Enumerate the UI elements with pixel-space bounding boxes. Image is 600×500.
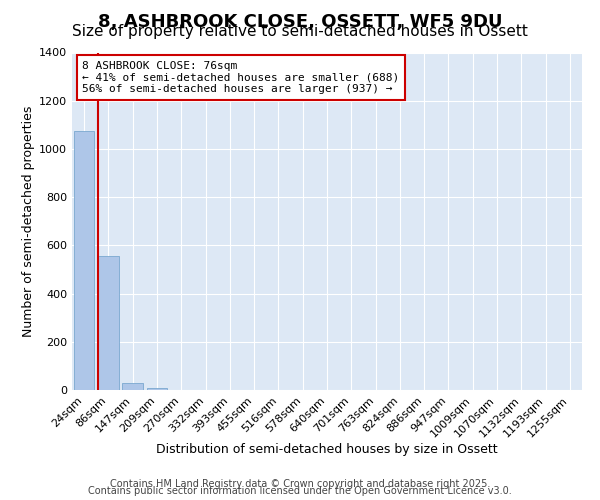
X-axis label: Distribution of semi-detached houses by size in Ossett: Distribution of semi-detached houses by … bbox=[156, 443, 498, 456]
Bar bbox=[74, 131, 94, 390]
Text: Size of property relative to semi-detached houses in Ossett: Size of property relative to semi-detach… bbox=[72, 24, 528, 39]
Y-axis label: Number of semi-detached properties: Number of semi-detached properties bbox=[22, 106, 35, 337]
Text: 8, ASHBROOK CLOSE, OSSETT, WF5 9DU: 8, ASHBROOK CLOSE, OSSETT, WF5 9DU bbox=[98, 12, 502, 30]
Text: 8 ASHBROOK CLOSE: 76sqm
← 41% of semi-detached houses are smaller (688)
56% of s: 8 ASHBROOK CLOSE: 76sqm ← 41% of semi-de… bbox=[82, 61, 400, 94]
Text: Contains HM Land Registry data © Crown copyright and database right 2025.: Contains HM Land Registry data © Crown c… bbox=[110, 479, 490, 489]
Bar bbox=[98, 256, 119, 390]
Bar bbox=[122, 383, 143, 390]
Text: Contains public sector information licensed under the Open Government Licence v3: Contains public sector information licen… bbox=[88, 486, 512, 496]
Bar bbox=[146, 388, 167, 390]
